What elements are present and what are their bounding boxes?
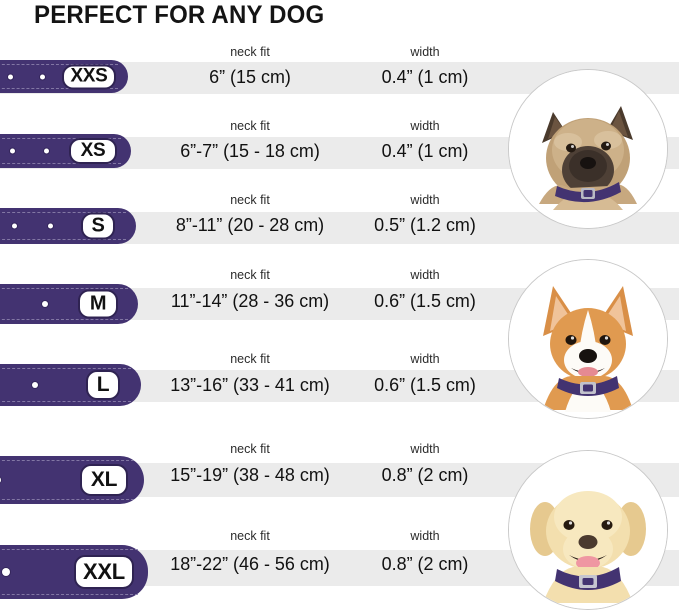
collar-stitch-bottom (0, 594, 138, 595)
width-header: width (410, 193, 440, 207)
neck-fit-value: 15”-19” (38 - 48 cm) (170, 464, 330, 485)
size-badge: XXL (74, 555, 134, 589)
collar-stitch-top (0, 460, 134, 461)
width-value: 0.6” (1.5 cm) (374, 290, 476, 311)
size-badge: M (78, 289, 118, 319)
size-badge: XXS (62, 64, 116, 89)
neck-fit-header: neck fit (230, 119, 270, 133)
neck-fit-value: 6” (15 cm) (209, 66, 291, 87)
size-row: XL neck fit 15”-19” (38 - 48 cm) width 0… (0, 438, 679, 516)
neck-fit-header: neck fit (230, 352, 270, 366)
collar-graphic-xs: XS (0, 134, 131, 168)
width-header: width (410, 45, 440, 59)
size-badge: L (86, 370, 120, 400)
width-value: 0.4” (1 cm) (381, 140, 469, 161)
collar-graphic-xl: XL (0, 456, 144, 504)
terrier-photo (508, 69, 668, 229)
neck-fit-value: 18”-22” (46 - 56 cm) (170, 553, 330, 574)
width-header: width (410, 268, 440, 282)
collar-stitch-top (0, 288, 128, 289)
size-badge: XS (69, 138, 117, 164)
width-value: 0.6” (1.5 cm) (374, 374, 476, 395)
width-value: 0.8” (2 cm) (381, 464, 469, 485)
neck-fit-value: 6”-7” (15 - 18 cm) (180, 140, 320, 161)
collar-hole (12, 223, 17, 229)
width-value: 0.4” (1 cm) (381, 66, 469, 87)
collar-stitch-top (0, 64, 118, 65)
collar-stitch-bottom (0, 239, 126, 240)
collar-stitch-top (0, 549, 138, 550)
collar-graphic-l: L (0, 364, 141, 406)
size-badge-label: XS (80, 140, 106, 161)
collar-hole (8, 74, 13, 79)
neck-fit-header: neck fit (230, 45, 270, 59)
collar-stitch-top (0, 212, 126, 213)
collar-hole (48, 223, 53, 229)
neck-fit-value: 8”-11” (20 - 28 cm) (175, 214, 325, 235)
size-row: S neck fit 8”-11” (20 - 28 cm) width 0.5… (0, 190, 679, 268)
collar-hole (0, 476, 1, 484)
collar-stitch-top (0, 368, 131, 369)
width-header: width (410, 119, 440, 133)
collar-hole (44, 148, 49, 154)
width-header: width (410, 442, 440, 456)
neck-fit-header: neck fit (230, 442, 270, 456)
size-badge-label: XXS (70, 65, 108, 87)
neck-fit-header: neck fit (230, 529, 270, 543)
neck-fit-value: 13”-16” (33 - 41 cm) (170, 374, 330, 395)
size-badge-label: S (91, 214, 105, 237)
neck-fit-header: neck fit (230, 193, 270, 207)
neck-fit-header: neck fit (230, 268, 270, 282)
neck-fit-value: 11”-14” (28 - 36 cm) (170, 290, 330, 311)
size-row: L neck fit 13”-16” (33 - 41 cm) width 0.… (0, 346, 679, 424)
size-row: XS neck fit 6”-7” (15 - 18 cm) width 0.4… (0, 115, 679, 193)
collar-stitch-bottom (0, 499, 134, 500)
size-badge-label: L (96, 373, 110, 396)
collar-hole (10, 148, 15, 154)
collar-graphic-xxl: XXL (0, 545, 148, 599)
collar-hole (32, 382, 38, 388)
page-title: PERFECT FOR ANY DOG (34, 1, 325, 29)
width-value: 0.8” (2 cm) (381, 553, 469, 574)
collar-graphic-s: S (0, 208, 136, 244)
size-badge-label: XL (90, 468, 118, 491)
width-value: 0.5” (1.2 cm) (374, 214, 476, 235)
size-badge: S (81, 212, 115, 240)
size-badge-label: XXL (83, 559, 125, 584)
size-badge-label: M (89, 292, 107, 315)
size-badge: XL (80, 464, 128, 496)
size-row: XXL neck fit 18”-22” (46 - 56 cm) width … (0, 525, 679, 603)
collar-stitch-bottom (0, 88, 118, 89)
corgi-photo (508, 259, 668, 419)
size-row: XXS neck fit 6” (15 cm) width 0.4” (1 cm… (0, 40, 679, 118)
labrador-photo (508, 450, 668, 610)
collar-hole (42, 301, 48, 307)
collar-hole (40, 74, 45, 79)
collar-stitch-top (0, 138, 121, 139)
size-row: M neck fit 11”-14” (28 - 36 cm) width 0.… (0, 264, 679, 342)
width-header: width (410, 352, 440, 366)
collar-stitch-bottom (0, 163, 121, 164)
width-header: width (410, 529, 440, 543)
collar-graphic-xxs: XXS (0, 60, 128, 93)
collar-graphic-m: M (0, 284, 138, 324)
collar-stitch-bottom (0, 319, 128, 320)
collar-hole (2, 568, 10, 576)
collar-stitch-bottom (0, 401, 131, 402)
